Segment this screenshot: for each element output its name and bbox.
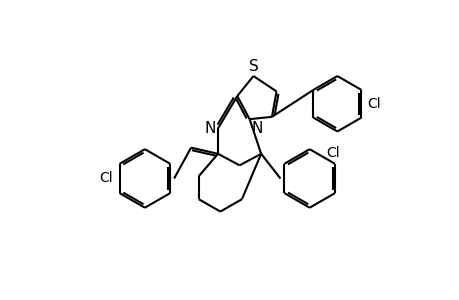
Text: S: S bbox=[248, 59, 258, 74]
Text: Cl: Cl bbox=[325, 146, 339, 160]
Text: Cl: Cl bbox=[367, 97, 380, 111]
Text: N: N bbox=[251, 121, 262, 136]
Text: N: N bbox=[204, 121, 215, 136]
Text: Cl: Cl bbox=[100, 172, 113, 185]
